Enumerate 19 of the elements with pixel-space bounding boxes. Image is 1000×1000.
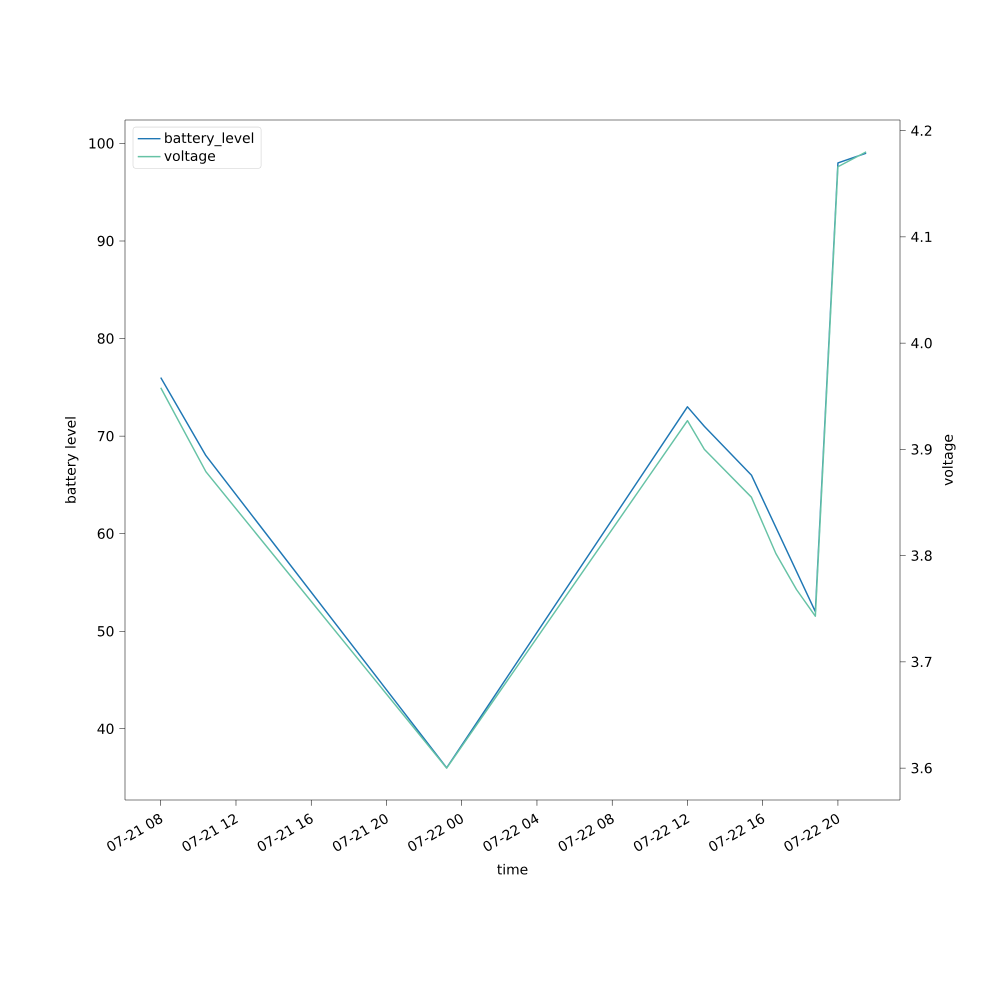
- y-tick-label: 100: [89, 138, 114, 149]
- y-tick-label: 70: [98, 430, 114, 442]
- y2-tick-label: 3.9: [912, 444, 932, 455]
- y-axis-title: battery level: [65, 417, 78, 503]
- legend-label: voltage: [164, 150, 215, 164]
- y-tick-label: 40: [97, 724, 114, 734]
- y2-tick-label: 3.8: [912, 550, 932, 561]
- y-tick-label: 50: [98, 626, 114, 636]
- y2-tick-label: 4.1: [911, 232, 932, 242]
- y-tick-label: 60: [98, 528, 114, 539]
- y2-axis-title: voltage: [942, 434, 956, 486]
- y2-tick-label: 3.6: [912, 762, 932, 774]
- y-tick-label: 80: [98, 333, 114, 344]
- legend-label: battery_level: [165, 132, 254, 146]
- y2-tick-label: 4.0: [911, 338, 932, 348]
- y2-tick-label: 4.2: [911, 125, 932, 136]
- y-tick-label: 90: [98, 236, 114, 246]
- x-axis-title: time: [497, 864, 528, 875]
- y2-tick-label: 3.7: [912, 656, 932, 668]
